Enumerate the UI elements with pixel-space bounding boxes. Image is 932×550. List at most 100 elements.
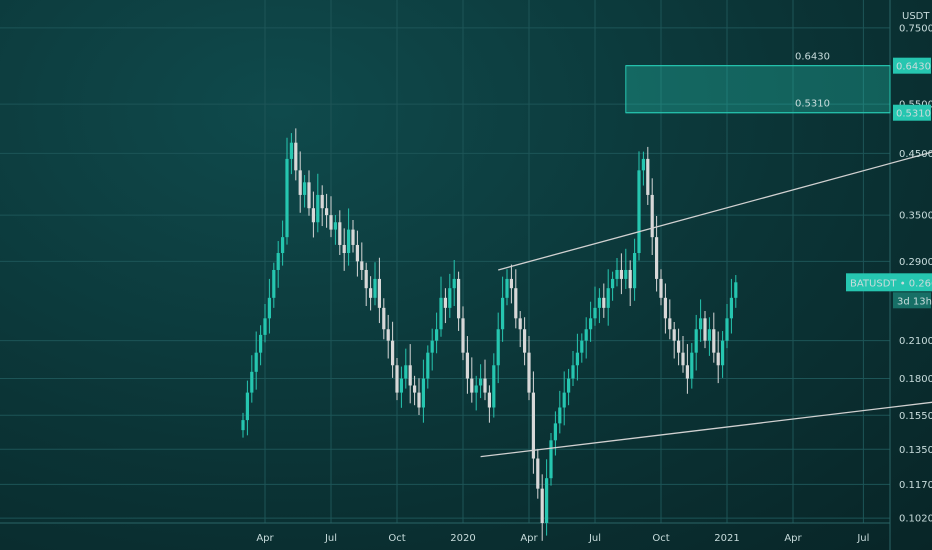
candle-body (254, 352, 258, 372)
candle (690, 343, 694, 389)
candle (624, 248, 628, 289)
candle (703, 311, 707, 349)
candle-body (377, 278, 381, 308)
candle (518, 311, 522, 348)
candle (276, 241, 280, 288)
candle (589, 301, 593, 342)
candle (584, 317, 588, 359)
candle (558, 390, 562, 434)
candle (615, 257, 619, 287)
candle-body (584, 329, 588, 341)
candle (527, 336, 531, 401)
candle (399, 366, 403, 408)
candle (712, 312, 716, 363)
time-tick-label: Jul (588, 533, 601, 544)
target-zone-box (625, 65, 891, 114)
candle (320, 185, 324, 227)
candle-body (712, 329, 716, 353)
candle (681, 336, 685, 373)
candle (571, 350, 575, 387)
candle (250, 355, 254, 403)
candle-body (641, 158, 645, 171)
candle-body (281, 237, 285, 254)
trendline-resistance (498, 151, 932, 271)
candle-body (567, 378, 571, 393)
time-tick-label: Jul (856, 533, 869, 544)
candle-body (338, 222, 342, 245)
candle-body (628, 269, 632, 289)
candle (619, 253, 623, 295)
candle (593, 286, 597, 326)
candle-body (725, 318, 729, 341)
price-axis[interactable]: USDT0.75000.55000.45000.35000.29000.2100… (899, 11, 932, 525)
candle-body (245, 392, 249, 421)
candle (448, 273, 452, 318)
candle (364, 262, 368, 307)
candle (338, 210, 342, 255)
candle-body (276, 253, 280, 270)
candle (677, 328, 681, 366)
candle-body (347, 229, 351, 254)
candle (633, 238, 637, 301)
candle (461, 306, 465, 361)
candle-body (263, 318, 267, 335)
candle (567, 368, 571, 406)
candle (267, 278, 271, 334)
candle-body (694, 329, 698, 353)
candle (298, 151, 302, 213)
candle-body (241, 420, 245, 431)
zone-lower-label: 0.5310 (795, 99, 830, 110)
candle (457, 271, 461, 331)
candle (391, 321, 395, 378)
candle-body (734, 282, 738, 298)
time-tick-label: 2021 (714, 533, 739, 544)
candle (452, 260, 456, 307)
candle-body (408, 365, 412, 386)
candle (386, 314, 390, 359)
candle (426, 345, 430, 389)
price-tick-label: 0.1800 (899, 374, 932, 385)
candle-body (602, 297, 606, 308)
candle-body (439, 297, 443, 330)
candle (404, 348, 408, 389)
candle (501, 276, 505, 342)
price-tick-label: 0.7500 (899, 23, 932, 34)
candle (514, 269, 518, 329)
candle (523, 317, 527, 366)
candle (668, 299, 672, 340)
candle (562, 371, 566, 426)
candle-body (501, 297, 505, 330)
candle-body (457, 278, 461, 319)
zone-lower-tag-bg (893, 104, 931, 121)
candle-body (465, 352, 469, 379)
candle (311, 191, 315, 238)
candle (382, 298, 386, 340)
candle (281, 220, 285, 266)
candle (509, 264, 513, 304)
candle-body (267, 297, 271, 319)
candle-body (721, 340, 725, 366)
candle-body (360, 261, 364, 270)
candle-body (373, 278, 377, 298)
candle (694, 314, 698, 371)
candle (351, 219, 355, 253)
candle (355, 230, 359, 277)
candle (272, 262, 276, 308)
candle-body (646, 158, 650, 195)
candle-body (382, 307, 386, 330)
candle-body (518, 318, 522, 330)
candle (316, 173, 320, 233)
candle (294, 128, 298, 181)
candle-body (545, 478, 549, 523)
candle (285, 137, 289, 245)
candle-body (413, 385, 417, 393)
candle (545, 459, 549, 536)
candle-body (690, 352, 694, 379)
time-axis[interactable]: Apr Jul Oct 2020 Apr Jul Oct 2021 Apr Jul (256, 533, 869, 544)
candle (641, 151, 645, 186)
candle-body (333, 222, 337, 230)
candle (575, 333, 579, 381)
candle (435, 312, 439, 354)
candle (443, 288, 447, 324)
